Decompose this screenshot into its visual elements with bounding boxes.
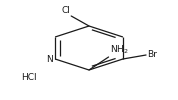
Text: Cl: Cl xyxy=(61,6,70,15)
Text: N: N xyxy=(46,55,52,64)
Text: NH$_2$: NH$_2$ xyxy=(110,44,129,56)
Text: HCl: HCl xyxy=(21,74,37,82)
Text: Br: Br xyxy=(147,50,157,60)
